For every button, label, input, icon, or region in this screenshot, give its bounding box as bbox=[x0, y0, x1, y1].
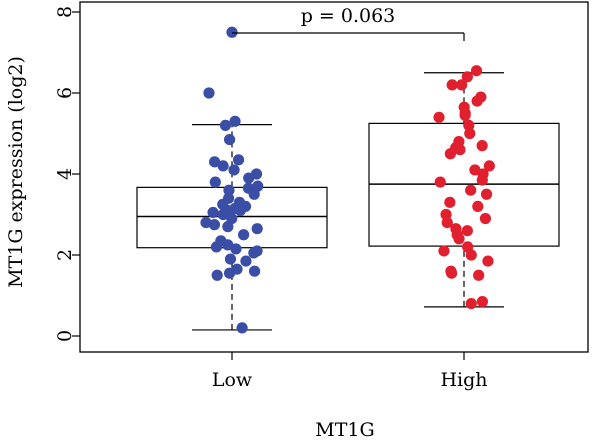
data-point bbox=[476, 140, 488, 152]
y-tick-label: 8 bbox=[54, 6, 76, 18]
data-point bbox=[456, 79, 468, 91]
data-point bbox=[464, 127, 476, 140]
data-point bbox=[219, 119, 232, 131]
y-tick-label: 4 bbox=[54, 168, 76, 180]
data-point bbox=[226, 26, 238, 38]
plot-area: 0 2 4 6 8 Low High p = 0.063 bbox=[54, 1, 589, 391]
data-point bbox=[470, 65, 483, 77]
y-tick-label: 6 bbox=[54, 87, 76, 99]
data-point bbox=[438, 245, 450, 257]
data-point bbox=[472, 200, 484, 212]
data-point bbox=[459, 109, 471, 121]
data-point bbox=[454, 144, 466, 156]
data-point bbox=[209, 176, 221, 188]
data-point bbox=[208, 219, 221, 231]
data-point bbox=[248, 247, 260, 259]
data-point bbox=[441, 217, 453, 229]
data-point bbox=[479, 212, 492, 225]
data-point bbox=[223, 267, 236, 279]
data-point bbox=[473, 269, 485, 281]
data-point bbox=[251, 223, 263, 235]
data-point bbox=[210, 241, 223, 253]
data-point bbox=[211, 269, 223, 281]
data-point bbox=[209, 156, 221, 168]
data-point bbox=[444, 196, 456, 208]
data-point bbox=[223, 133, 236, 146]
data-point bbox=[232, 154, 245, 166]
p-value-label: p = 0.063 bbox=[301, 5, 396, 27]
y-tick-label: 0 bbox=[54, 330, 76, 342]
x-tick-label: Low bbox=[212, 369, 253, 391]
data-point bbox=[453, 233, 465, 245]
data-point bbox=[248, 265, 261, 277]
data-point bbox=[207, 206, 219, 219]
data-point bbox=[222, 221, 234, 233]
data-point bbox=[483, 160, 495, 172]
data-point bbox=[480, 188, 493, 200]
data-point bbox=[217, 208, 229, 221]
y-axis-title: MT1G expression (log2) bbox=[5, 56, 27, 288]
data-point bbox=[433, 111, 445, 123]
data-point bbox=[463, 119, 475, 131]
data-point bbox=[444, 148, 456, 160]
y-tick-label: 2 bbox=[54, 249, 76, 261]
plot-frame bbox=[79, 1, 589, 353]
data-point bbox=[223, 184, 235, 196]
data-point bbox=[234, 204, 246, 217]
data-point bbox=[248, 188, 260, 200]
data-point bbox=[203, 87, 215, 99]
data-point bbox=[200, 217, 212, 229]
data-point bbox=[482, 255, 494, 267]
data-point bbox=[240, 255, 252, 267]
x-axis-title: MT1G bbox=[315, 419, 374, 441]
data-point bbox=[217, 160, 229, 172]
data-point bbox=[476, 174, 488, 186]
data-point bbox=[446, 267, 458, 279]
data-point bbox=[230, 243, 242, 255]
data-point bbox=[465, 298, 477, 310]
data-point bbox=[236, 322, 248, 334]
data-point bbox=[446, 79, 458, 91]
data-point bbox=[461, 71, 473, 83]
x-tick-label: High bbox=[440, 369, 487, 391]
data-point bbox=[229, 115, 241, 127]
data-point bbox=[224, 253, 237, 265]
data-point bbox=[228, 164, 240, 176]
data-point bbox=[465, 184, 477, 196]
data-point bbox=[238, 229, 250, 241]
data-point bbox=[471, 95, 483, 107]
data-point bbox=[476, 295, 489, 308]
data-point bbox=[461, 225, 473, 237]
data-point bbox=[434, 176, 446, 188]
data-point bbox=[465, 249, 477, 261]
data-point bbox=[243, 172, 255, 184]
